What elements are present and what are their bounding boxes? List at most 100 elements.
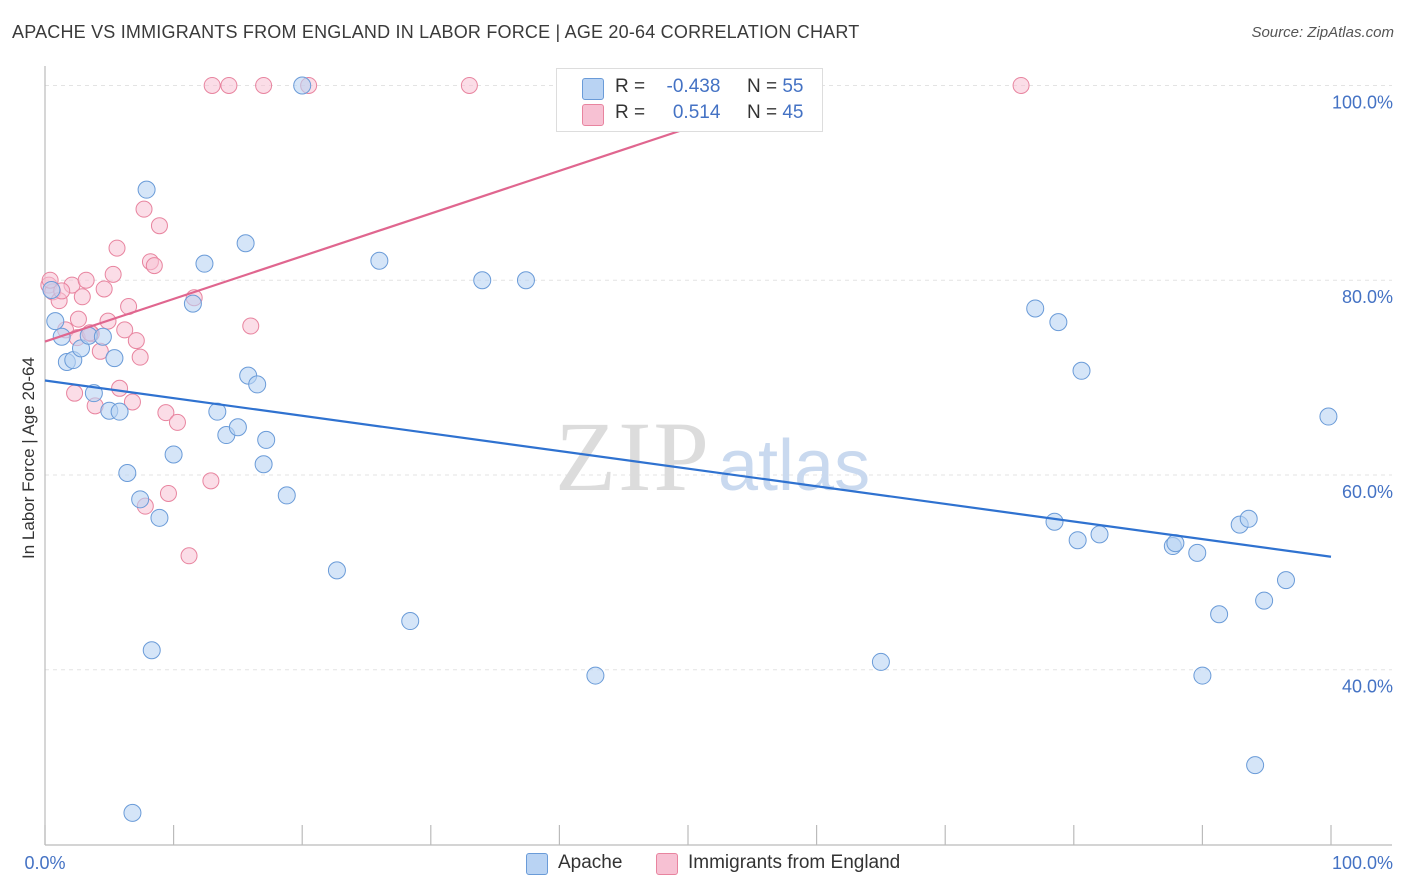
- apache-point: [1188, 543, 1207, 562]
- apache-point: [1068, 531, 1087, 550]
- apache-point: [183, 294, 202, 313]
- england-point: [460, 76, 478, 94]
- y-tick-label: 100.0%: [1332, 92, 1393, 112]
- apache-point: [1193, 666, 1212, 685]
- apache-point: [1049, 313, 1068, 332]
- apache-point: [236, 234, 255, 253]
- apache-point: [137, 180, 156, 199]
- england-legend-label: Immigrants from England: [688, 852, 901, 873]
- england-point: [123, 393, 141, 411]
- apache-point: [401, 612, 420, 631]
- apache-point: [123, 803, 142, 822]
- england-point: [255, 76, 273, 94]
- source-label: Source: ZipAtlas.com: [1251, 24, 1394, 41]
- apache-point: [871, 652, 890, 671]
- england-point: [108, 239, 126, 257]
- apache-point: [1255, 591, 1274, 610]
- england-point: [95, 280, 113, 298]
- england-point: [220, 76, 238, 94]
- axes: [44, 66, 1392, 846]
- apache-point: [1246, 756, 1265, 775]
- apache-point: [118, 464, 137, 483]
- england-r-value: 0.514: [672, 102, 721, 123]
- england-point: [159, 484, 177, 502]
- apache-point: [586, 666, 605, 685]
- england-point: [150, 217, 168, 235]
- apache-point: [110, 402, 129, 421]
- watermark-atlas: atlas: [718, 426, 870, 506]
- england-point: [1012, 76, 1030, 94]
- apache-point: [516, 271, 535, 290]
- legend-n-label: N =: [746, 102, 778, 123]
- apache-point: [370, 251, 389, 270]
- england-legend-swatch: [656, 853, 678, 875]
- chart-title: APACHE VS IMMIGRANTS FROM ENGLAND IN LAB…: [12, 22, 860, 42]
- apache-point: [164, 445, 183, 464]
- apache-point: [473, 271, 492, 290]
- england-point: [203, 76, 221, 94]
- correlation-legend: R = -0.438 N = 55 R = 0.514 N = 45: [556, 68, 823, 132]
- england-point: [157, 404, 175, 422]
- england-point: [69, 310, 87, 328]
- apache-point: [195, 254, 214, 273]
- legend-n-label: N =: [746, 76, 778, 97]
- england-point: [131, 348, 149, 366]
- apache-trend-line: [44, 379, 1332, 558]
- apache-point: [1276, 571, 1295, 590]
- apache-legend-swatch: [526, 853, 548, 875]
- apache-point: [327, 561, 346, 580]
- apache-point: [1072, 361, 1091, 380]
- england-point: [135, 200, 153, 218]
- y-axis-label: In Labor Force | Age 20-64: [19, 357, 38, 559]
- england-point: [104, 265, 122, 283]
- y-tick-label: 60.0%: [1342, 482, 1393, 502]
- apache-swatch: [582, 78, 604, 100]
- apache-point: [1239, 509, 1258, 528]
- apache-point: [1045, 512, 1064, 531]
- england-point: [180, 547, 198, 565]
- apache-point: [228, 418, 247, 437]
- series-england-points: [40, 76, 1030, 565]
- apache-point: [257, 430, 276, 449]
- apache-point: [277, 486, 296, 505]
- legend-r-label: R =: [615, 102, 646, 123]
- watermark-zip: ZIP: [555, 401, 711, 512]
- apache-point: [42, 280, 61, 299]
- apache-r-value: -0.438: [666, 76, 721, 97]
- england-point: [145, 257, 163, 275]
- apache-point: [84, 384, 103, 403]
- x-tick-label: 100.0%: [1332, 853, 1393, 873]
- england-n-value: 45: [782, 102, 804, 123]
- apache-point: [131, 490, 150, 509]
- england-point: [127, 332, 145, 350]
- x-tick-label: 0.0%: [24, 853, 65, 873]
- apache-point: [293, 76, 312, 95]
- apache-point: [1210, 605, 1229, 624]
- england-point: [202, 472, 220, 490]
- england-point: [168, 413, 186, 431]
- apache-point: [93, 327, 112, 346]
- apache-point: [248, 375, 267, 394]
- apache-legend-label: Apache: [558, 852, 623, 873]
- england-point: [77, 271, 95, 289]
- apache-point: [1026, 299, 1045, 318]
- y-tick-label: 80.0%: [1342, 287, 1393, 307]
- england-point: [242, 317, 260, 335]
- series-apache-points: [42, 76, 1338, 822]
- england-swatch: [582, 104, 604, 126]
- england-point: [116, 321, 134, 339]
- apache-point: [46, 312, 65, 331]
- legend-r-label: R =: [615, 76, 646, 97]
- england-point: [66, 384, 84, 402]
- watermark: ZIP atlas: [555, 401, 870, 512]
- apache-point: [142, 641, 161, 660]
- tick-labels: 40.0% 60.0% 80.0% 100.0% 0.0% 100.0%: [24, 92, 1393, 873]
- apache-point: [1090, 525, 1109, 544]
- england-point: [111, 379, 129, 397]
- apache-point: [1319, 407, 1338, 426]
- y-tick-label: 40.0%: [1342, 677, 1393, 697]
- apache-point: [105, 349, 124, 368]
- apache-n-value: 55: [782, 76, 804, 97]
- apache-point: [150, 508, 169, 527]
